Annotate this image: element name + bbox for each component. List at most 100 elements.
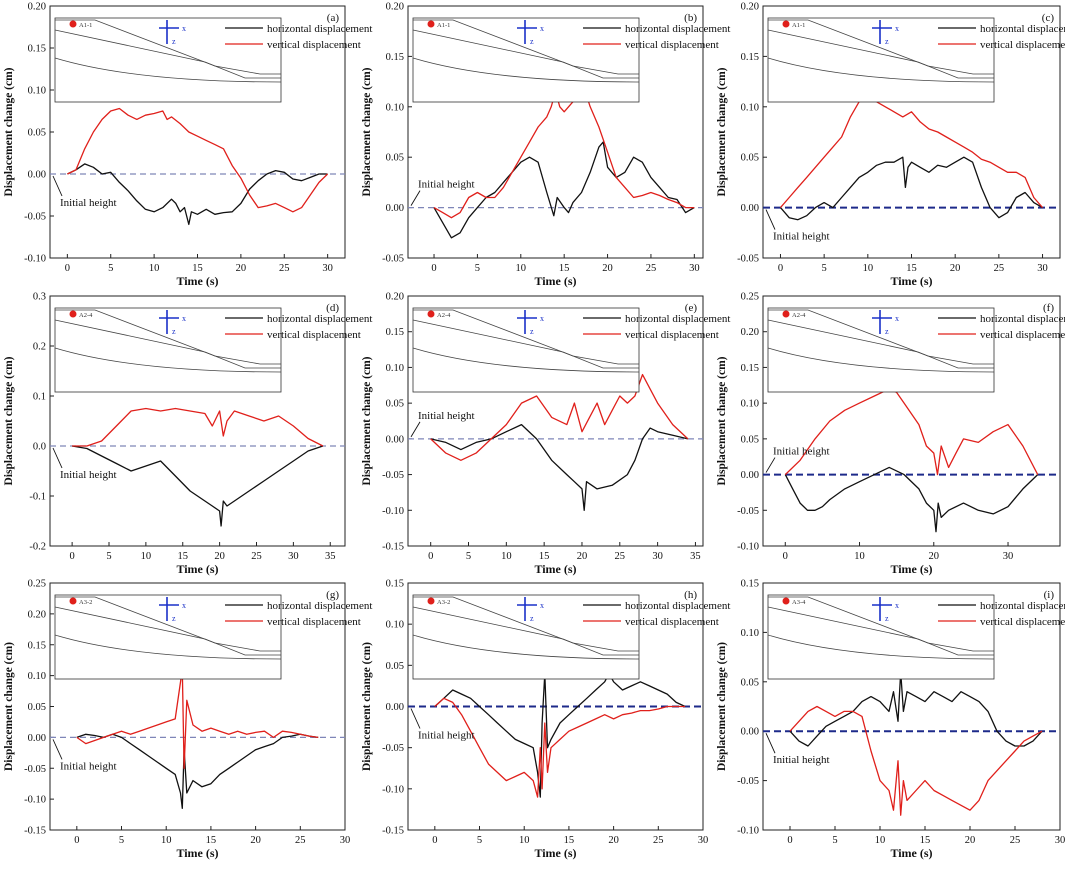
monitoring-point-label: A3-4 bbox=[792, 599, 806, 606]
monitoring-point-marker bbox=[427, 597, 435, 605]
panel-label: (g) bbox=[326, 589, 339, 601]
y-tick-label: 0.10 bbox=[28, 671, 46, 682]
initial-height-arrow bbox=[52, 739, 63, 760]
horizontal-displacement-line bbox=[789, 671, 1043, 747]
x-tick-label: 15 bbox=[206, 835, 217, 846]
y-tick-label: -0.2 bbox=[29, 542, 46, 553]
x-tick-label: 0 bbox=[428, 551, 433, 562]
y-tick-label: 0.05 bbox=[741, 677, 759, 688]
slope-layer bbox=[54, 606, 281, 656]
slope-layer bbox=[412, 319, 639, 369]
monitoring-point-marker bbox=[69, 597, 77, 605]
axis-x-label: x bbox=[540, 314, 544, 323]
panel-d: -0.2 -0.1 0.0 0.1 0.2 0.3 0 5 10 15 20 25 30 35 Time (… bbox=[3, 292, 372, 577]
axis-x-label: x bbox=[182, 24, 186, 33]
y-tick-label: -0.10 bbox=[737, 826, 759, 837]
y-tick-label: 0.20 bbox=[741, 327, 759, 338]
y-tick-label: -0.05 bbox=[24, 764, 46, 775]
x-tick-label: 15 bbox=[906, 263, 917, 274]
x-axis-title: Time (s) bbox=[890, 846, 932, 860]
axis-z-label: z bbox=[885, 614, 889, 623]
panel-label: (f) bbox=[1043, 302, 1054, 314]
monitoring-point-label: A2-4 bbox=[792, 312, 806, 319]
axis-z-label: z bbox=[172, 37, 176, 46]
y-tick-label: 0.20 bbox=[386, 292, 404, 303]
x-tick-label: 35 bbox=[690, 551, 701, 562]
y-axis-title: Displacement change (cm) bbox=[361, 356, 373, 485]
y-tick-label: 0.10 bbox=[741, 399, 759, 410]
x-tick-label: 30 bbox=[322, 263, 333, 274]
slope-inset-frame bbox=[54, 307, 282, 393]
x-tick-label: 15 bbox=[539, 551, 550, 562]
panel-label: (i) bbox=[1044, 589, 1055, 601]
slope-layer bbox=[54, 319, 281, 369]
y-tick-label: -0.1 bbox=[29, 492, 46, 503]
x-tick-label: 10 bbox=[501, 551, 512, 562]
x-tick-label: 25 bbox=[646, 263, 657, 274]
monitoring-point-label: A1-1 bbox=[437, 22, 450, 29]
y-tick-label: -0.15 bbox=[382, 542, 404, 553]
x-tick-label: 20 bbox=[214, 551, 225, 562]
y-tick-label: -0.10 bbox=[24, 795, 46, 806]
x-tick-label: 10 bbox=[854, 551, 865, 562]
initial-height-arrow bbox=[765, 733, 776, 754]
x-tick-label: 15 bbox=[559, 263, 570, 274]
slope-layer bbox=[767, 29, 994, 79]
monitoring-point-label: A2-4 bbox=[79, 312, 93, 319]
initial-height-arrow bbox=[52, 175, 63, 197]
panel-label: (b) bbox=[684, 12, 697, 24]
y-tick-label: 0.10 bbox=[28, 86, 46, 97]
initial-height-arrow bbox=[410, 421, 421, 438]
vertical-displacement-line bbox=[430, 373, 689, 461]
vertical-displacement-line bbox=[76, 668, 319, 769]
axis-x-label: x bbox=[895, 314, 899, 323]
axis-x-label: x bbox=[182, 314, 186, 323]
slope-bedrock bbox=[54, 634, 282, 660]
y-tick-label: -0.05 bbox=[24, 212, 46, 223]
y-axis-title: Displacement change (cm) bbox=[361, 67, 373, 196]
x-tick-label: 30 bbox=[698, 835, 709, 846]
y-tick-label: 0.15 bbox=[386, 327, 404, 338]
slope-inset-frame bbox=[54, 17, 282, 103]
slope-inset-frame bbox=[767, 17, 995, 103]
monitoring-point-label: A3-2 bbox=[437, 599, 450, 606]
plot-frame bbox=[49, 295, 346, 547]
x-tick-label: 30 bbox=[1055, 835, 1065, 846]
initial-height-annotation: Initial height bbox=[773, 231, 830, 243]
x-tick-label: 10 bbox=[161, 835, 172, 846]
legend-horizontal-label: horizontal displacement bbox=[980, 600, 1065, 612]
y-axis-title: Displacement change (cm) bbox=[3, 67, 15, 196]
panel-label: (d) bbox=[326, 302, 339, 314]
plot-frame bbox=[762, 582, 1061, 831]
panel-label: (a) bbox=[327, 12, 340, 24]
y-tick-label: -0.15 bbox=[24, 826, 46, 837]
horizontal-displacement-line bbox=[430, 423, 689, 511]
y-axis-title: Displacement change (cm) bbox=[3, 642, 15, 771]
y-tick-label: 0.05 bbox=[28, 702, 46, 713]
plot-frame bbox=[407, 295, 704, 547]
legend-vertical-label: vertical displacement bbox=[980, 329, 1065, 341]
initial-height-arrow bbox=[52, 447, 63, 469]
x-tick-label: 30 bbox=[288, 551, 299, 562]
x-tick-label: 5 bbox=[832, 835, 837, 846]
y-tick-label: 0.10 bbox=[741, 628, 759, 639]
x-tick-label: 0 bbox=[432, 835, 437, 846]
x-tick-label: 15 bbox=[564, 835, 575, 846]
initial-height-arrow bbox=[765, 209, 776, 230]
y-axis-title: Displacement change (cm) bbox=[716, 356, 728, 485]
x-tick-label: 15 bbox=[192, 263, 203, 274]
y-tick-label: -0.10 bbox=[24, 254, 46, 265]
monitoring-point-marker bbox=[427, 310, 435, 318]
plot-frame bbox=[407, 5, 704, 259]
y-tick-label: 0.00 bbox=[386, 203, 404, 214]
y-tick-label: 0.2 bbox=[33, 342, 46, 353]
panel-e: -0.15 -0.10 -0.05 0.00 0.05 0.10 0.15 0.20 0 5 10 1… bbox=[361, 292, 730, 577]
x-axis-title: Time (s) bbox=[176, 562, 218, 576]
vertical-displacement-line bbox=[784, 388, 1039, 476]
x-tick-label: 5 bbox=[477, 835, 482, 846]
panel-f: -0.10 -0.05 0.00 0.05 0.10 0.15 0.20 0.25 0 10 20 3… bbox=[716, 292, 1065, 577]
slope-layer bbox=[767, 606, 994, 656]
slope-bedrock bbox=[767, 57, 995, 83]
y-tick-label: -0.05 bbox=[737, 254, 759, 265]
x-tick-label: 20 bbox=[608, 835, 619, 846]
